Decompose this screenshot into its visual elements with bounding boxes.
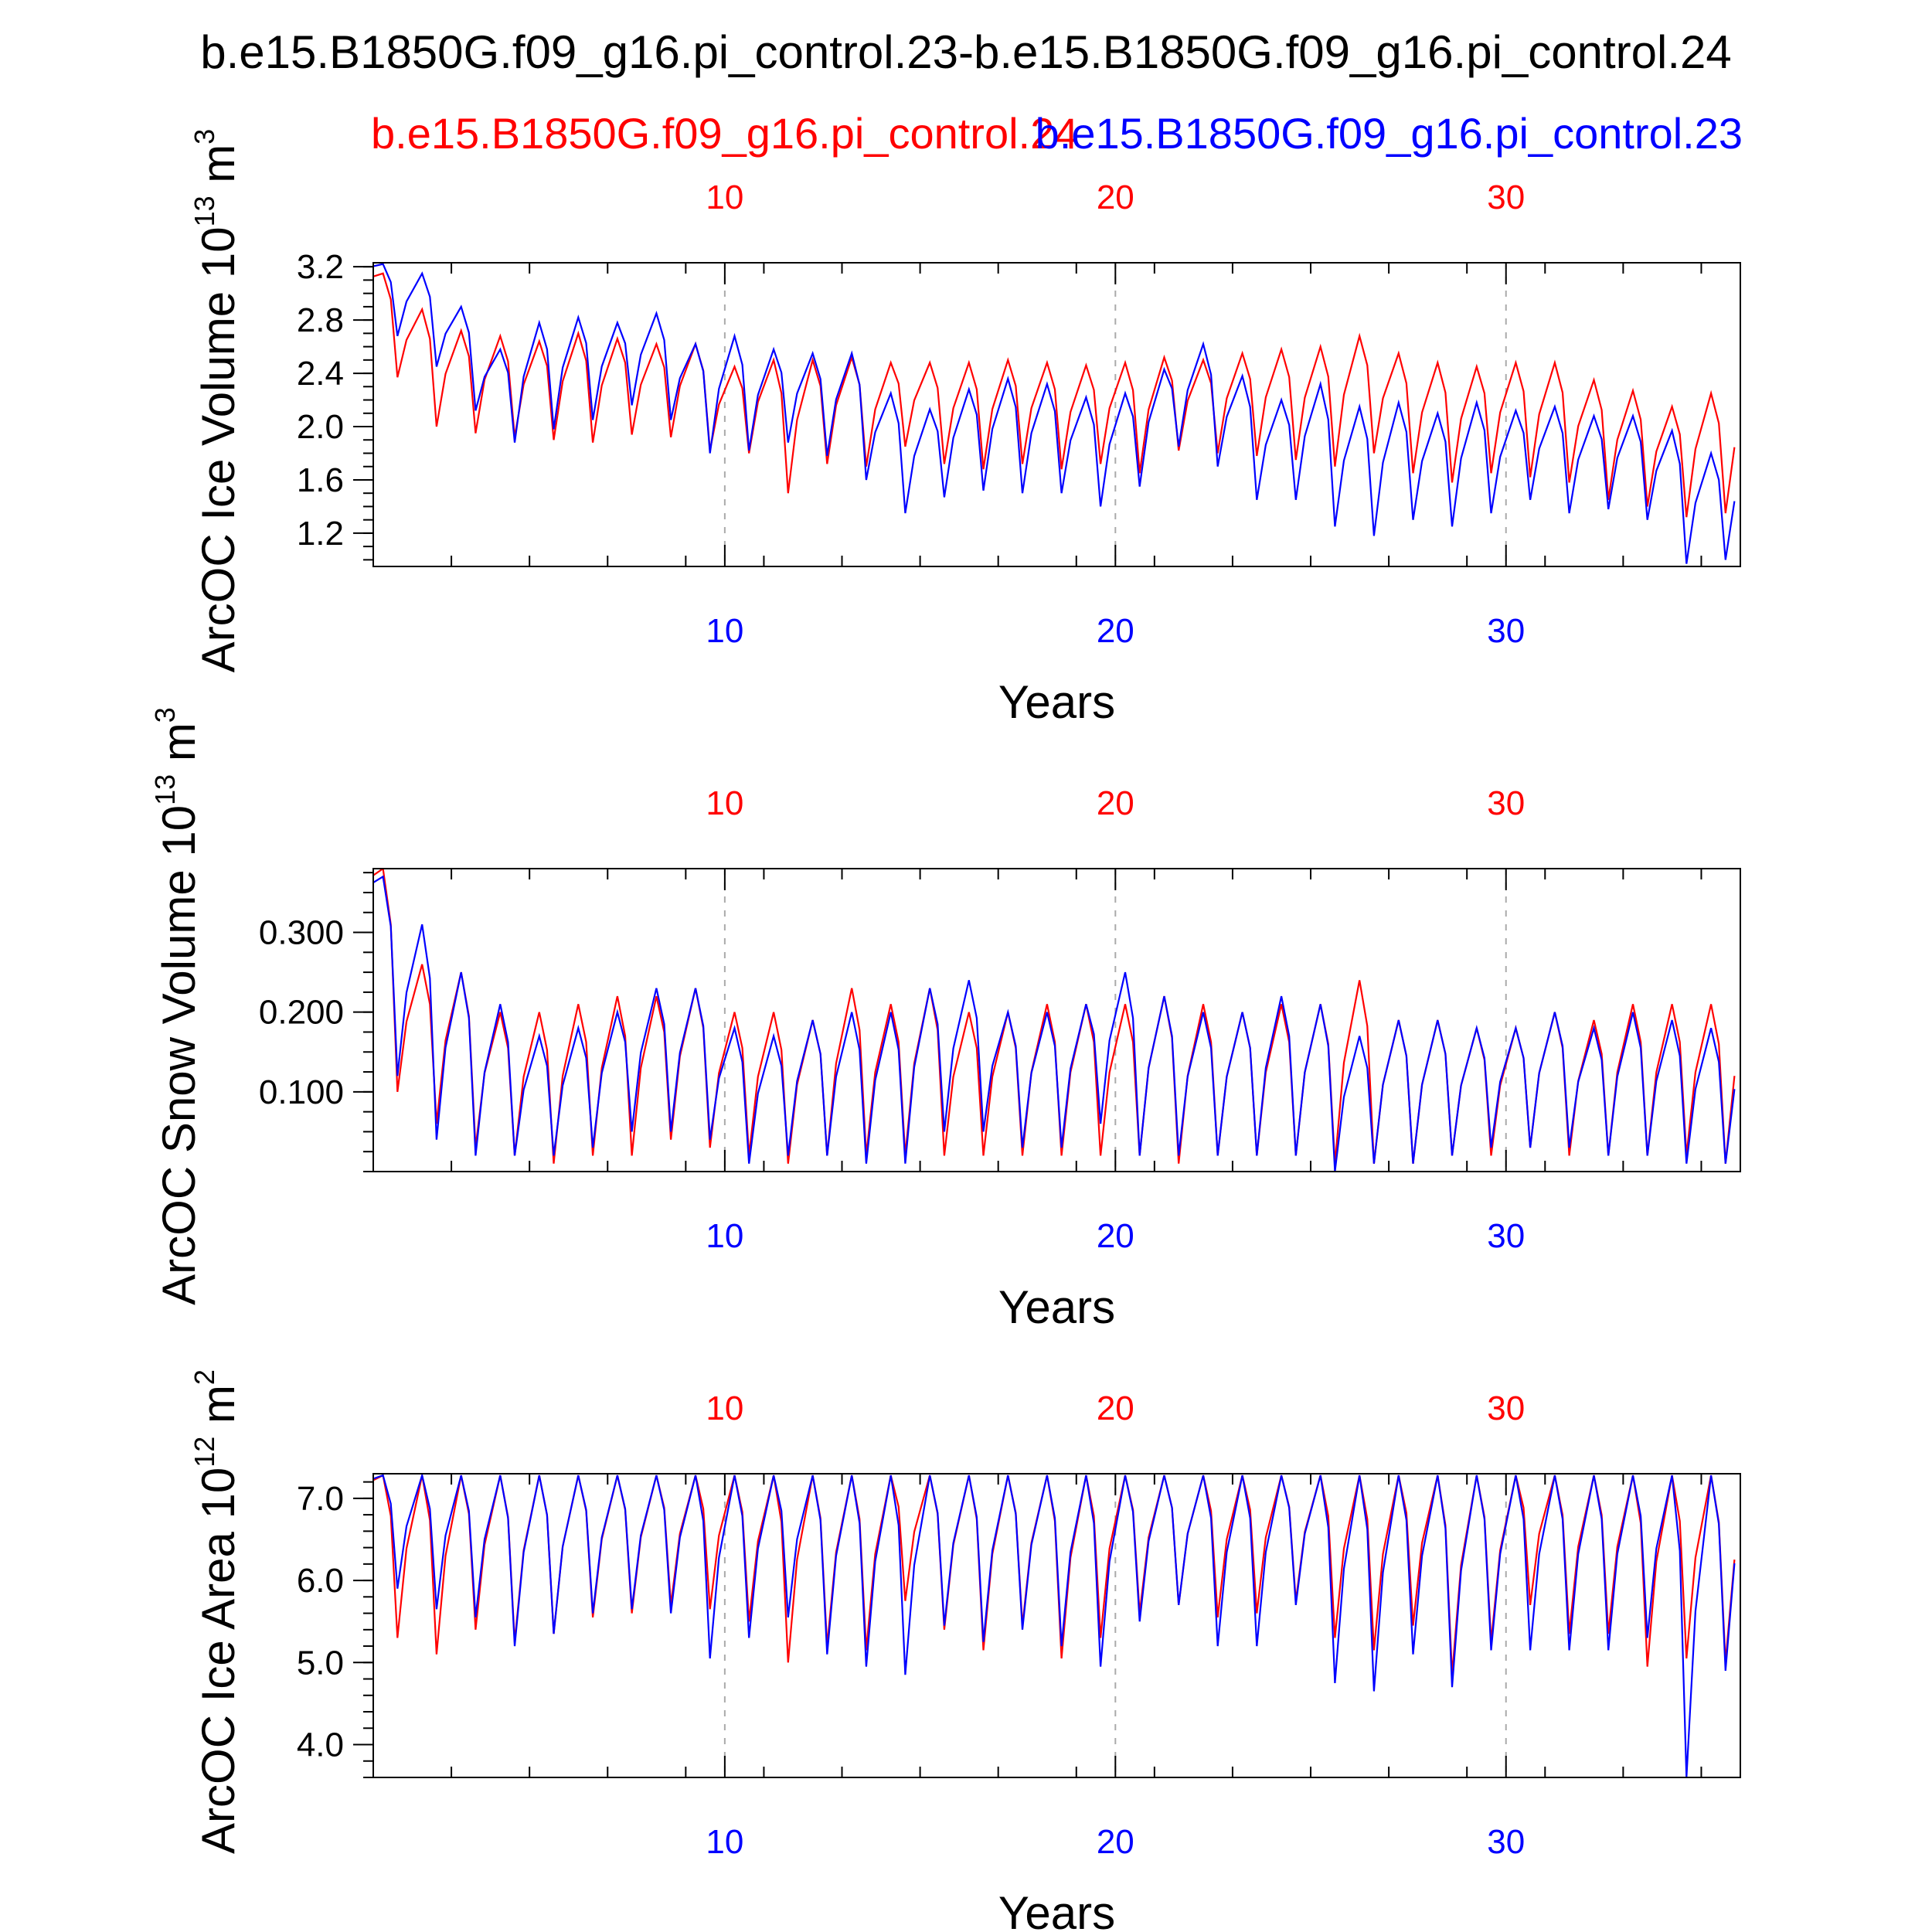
top-x-tick-label: 30 <box>1487 1389 1525 1427</box>
y-tick-label: 0.100 <box>259 1073 344 1111</box>
y-axis-label: ArcOC Ice Volume 1013 m3 <box>189 129 244 673</box>
top-x-tick-label: 10 <box>706 1389 743 1427</box>
y-axis-label-part: 13 <box>189 196 220 226</box>
top-x-tick-label: 30 <box>1487 784 1525 822</box>
x-axis-label: Years <box>998 1281 1115 1333</box>
y-tick-label: 0.200 <box>259 994 344 1032</box>
y-tick-label: 2.4 <box>297 355 344 393</box>
bottom-x-tick-label: 10 <box>706 612 743 650</box>
y-axis-label-part: m <box>192 1385 244 1437</box>
y-tick-label: 3.2 <box>297 248 344 286</box>
plot-frame <box>372 262 1741 567</box>
series-line-blue <box>373 263 1736 564</box>
y-axis-label: ArcOC Snow Volume 1013 m3 <box>149 707 205 1305</box>
series-line-red <box>373 272 1736 518</box>
x-axis-label: Years <box>998 676 1115 728</box>
legend-red-series: b.e15.B1850G.f09_g16.pi_control.24 <box>371 109 1078 158</box>
y-axis-label-part: 2 <box>189 1369 220 1385</box>
bottom-x-tick-label: 10 <box>706 1823 743 1861</box>
y-axis-label-part: 3 <box>189 129 220 145</box>
y-axis-label-part: ArcOC Snow Volume 10 <box>153 805 205 1305</box>
y-axis-label-part: m <box>192 145 244 196</box>
y-tick-label: 4.0 <box>297 1726 344 1764</box>
y-tick-label: 5.0 <box>297 1644 344 1682</box>
y-tick-label: 7.0 <box>297 1480 344 1518</box>
bottom-x-tick-label: 30 <box>1487 1217 1525 1255</box>
y-axis-label-part: 3 <box>149 707 181 723</box>
bottom-x-tick-label: 20 <box>1097 1823 1134 1861</box>
y-tick-label: 2.0 <box>297 408 344 446</box>
series-line-blue <box>373 1474 1736 1777</box>
y-tick-label: 0.300 <box>259 914 344 952</box>
panel-ice-volume: 10 10 20 20 30 30 1.2 1.6 2.0 2.4 2.8 3.2 Years ArcOC… <box>189 129 1741 728</box>
y-axis-label: ArcOC Ice Area 1012 m2 <box>189 1369 244 1854</box>
y-axis-label-part: 12 <box>189 1437 220 1468</box>
bottom-x-tick-label: 10 <box>706 1217 743 1255</box>
y-axis-label-part: ArcOC Ice Area 10 <box>192 1468 244 1854</box>
top-x-tick-label: 20 <box>1097 784 1134 822</box>
bottom-x-tick-label: 20 <box>1097 1217 1134 1255</box>
figure-title: b.e15.B1850G.f09_g16.pi_control.23-b.e15… <box>200 26 1732 78</box>
bottom-x-tick-label: 20 <box>1097 612 1134 650</box>
plot-frame <box>372 1473 1741 1778</box>
top-x-tick-label: 10 <box>706 784 743 822</box>
bottom-x-tick-label: 30 <box>1487 1823 1525 1861</box>
legend-blue-series: b.e15.B1850G.f09_g16.pi_control.23 <box>1036 109 1743 158</box>
y-tick-label: 2.8 <box>297 301 344 339</box>
y-tick-label: 1.6 <box>297 461 344 499</box>
x-axis-label: Years <box>998 1887 1115 1932</box>
y-axis-label-part: m <box>153 723 205 774</box>
y-tick-label: 6.0 <box>297 1562 344 1600</box>
top-x-tick-label: 20 <box>1097 179 1134 216</box>
top-x-tick-label: 20 <box>1097 1389 1134 1427</box>
plot-frame <box>372 868 1741 1172</box>
top-x-tick-label: 10 <box>706 179 743 216</box>
y-axis-label-part: ArcOC Ice Volume 10 <box>192 226 244 672</box>
top-x-tick-label: 30 <box>1487 179 1525 216</box>
series-line-red <box>373 869 1736 1164</box>
series-line-blue <box>373 875 1736 1172</box>
y-tick-label: 1.2 <box>297 515 344 553</box>
panel-ice-area: 10 10 20 20 30 30 4.0 5.0 6.0 7.0 Years ArcOC Ice A… <box>189 1369 1741 1932</box>
panel-snow-volume: 10 10 20 20 30 30 0.100 0.200 0.300 Years ArcOC Sn… <box>149 707 1741 1333</box>
y-axis-label-part: 13 <box>149 774 181 805</box>
bottom-x-tick-label: 30 <box>1487 612 1525 650</box>
